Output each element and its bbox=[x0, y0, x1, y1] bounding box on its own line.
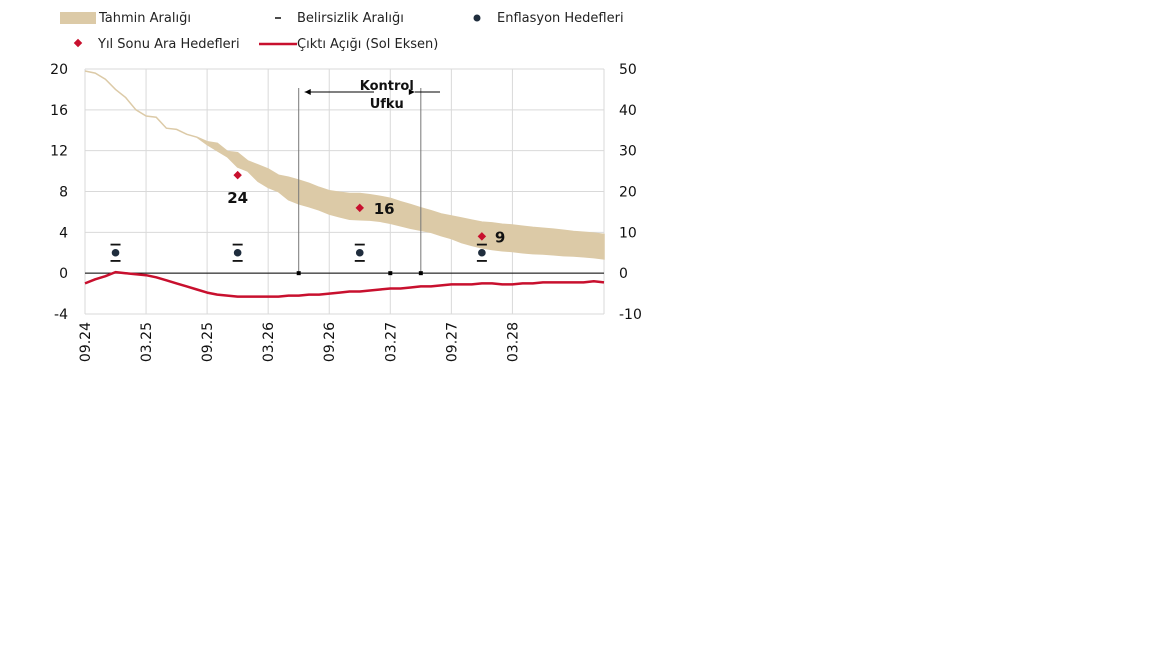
legend-label-interim: Yıl Sonu Ara Hedefleri bbox=[97, 37, 240, 52]
legend-swatch-interim bbox=[73, 38, 83, 48]
y-right-tick-label: -10 bbox=[619, 307, 642, 323]
y-right-tick-label: 30 bbox=[619, 144, 637, 160]
interim-target-label: 24 bbox=[227, 189, 248, 207]
y-right-tick-label: 0 bbox=[619, 266, 628, 282]
legend-swatch-band bbox=[60, 12, 96, 24]
y-left-tick-label: 20 bbox=[50, 62, 68, 78]
uncertainty-ranges bbox=[110, 243, 487, 262]
x-tick-label: 09.26 bbox=[322, 322, 338, 362]
forecast-band-area bbox=[84, 70, 605, 260]
inflation-target-point bbox=[111, 248, 120, 257]
y-right-tick-label: 20 bbox=[619, 185, 637, 201]
control-horizon-label-2: Ufku bbox=[370, 97, 404, 112]
grid bbox=[84, 68, 605, 315]
arrowhead-left bbox=[304, 89, 311, 95]
left-axis-ticks: 20 16 12 8 4 0 -4 bbox=[50, 62, 68, 323]
inflation-target-point bbox=[233, 248, 242, 257]
interim-target-label: 9 bbox=[495, 228, 505, 246]
legend-label-uncertainty: Belirsizlik Aralığı bbox=[297, 11, 404, 26]
legend-item-band: Tahmin Aralığı bbox=[60, 11, 191, 26]
x-tick-label: 03.25 bbox=[139, 322, 155, 362]
y-left-tick-label: 4 bbox=[59, 225, 68, 241]
inflation-targets bbox=[111, 248, 486, 257]
y-left-tick-label: 0 bbox=[59, 266, 68, 282]
y-left-tick-label: 16 bbox=[50, 103, 68, 119]
y-left-tick-label: 8 bbox=[59, 185, 68, 201]
legend-item-gap: Çıktı Açığı (Sol Eksen) bbox=[259, 37, 438, 52]
y-right-tick-label: 10 bbox=[619, 225, 637, 241]
y-left-tick-label: -4 bbox=[54, 307, 68, 323]
y-right-tick-label: 40 bbox=[619, 103, 637, 119]
y-right-tick-label: 50 bbox=[619, 62, 637, 78]
x-tick-label: 03.26 bbox=[261, 322, 277, 362]
legend-item-interim: Yıl Sonu Ara Hedefleri bbox=[73, 37, 240, 52]
interim-target-point bbox=[477, 232, 487, 241]
output-gap-series bbox=[84, 270, 605, 298]
control-horizon: Kontrol Ufku bbox=[296, 79, 440, 276]
x-tick-label: 09.25 bbox=[200, 322, 216, 362]
legend-item-target: Enflasyon Hedefleri bbox=[473, 11, 624, 26]
interim-target-point bbox=[233, 170, 242, 180]
inflation-target-point bbox=[478, 248, 486, 257]
legend: Tahmin Aralığı Belirsizlik Aralığı Enfla… bbox=[60, 11, 624, 52]
legend-label-target: Enflasyon Hedefleri bbox=[497, 11, 624, 26]
legend-item-uncertainty: Belirsizlik Aralığı bbox=[275, 11, 404, 26]
output-gap-line bbox=[84, 270, 605, 298]
x-axis-ticks: 09.24 03.25 09.25 03.26 09.26 03.27 09.27 03.28 bbox=[78, 322, 521, 362]
x-tick-label: 03.27 bbox=[383, 322, 399, 362]
arrowhead-right bbox=[408, 89, 415, 95]
x-tick-label: 09.24 bbox=[78, 322, 94, 362]
interim-target-point bbox=[355, 203, 365, 213]
y-left-tick-label: 12 bbox=[50, 144, 68, 160]
legend-label-gap: Çıktı Açığı (Sol Eksen) bbox=[297, 37, 438, 52]
x-tick-label: 09.27 bbox=[444, 322, 460, 362]
forecast-band bbox=[84, 70, 605, 260]
x-tick-label: 03.28 bbox=[505, 322, 521, 362]
right-axis-ticks: 50 40 30 20 10 0 -10 bbox=[619, 62, 642, 323]
inflation-target-point bbox=[355, 248, 364, 257]
legend-label-band: Tahmin Aralığı bbox=[98, 11, 191, 26]
interim-target-label: 16 bbox=[374, 200, 395, 218]
legend-swatch-target bbox=[473, 14, 481, 22]
interim-targets: 24 16 9 bbox=[227, 170, 505, 246]
control-horizon-label-1: Kontrol bbox=[360, 79, 414, 94]
